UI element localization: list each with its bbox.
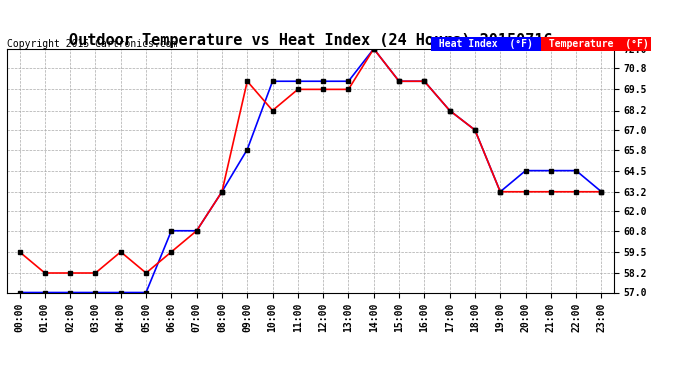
- Text: Heat Index  (°F): Heat Index (°F): [433, 39, 539, 49]
- Text: Copyright 2015 Cartronics.com: Copyright 2015 Cartronics.com: [7, 39, 177, 50]
- Text: Temperature  (°F): Temperature (°F): [543, 39, 649, 49]
- Title: Outdoor Temperature vs Heat Index (24 Hours) 20150716: Outdoor Temperature vs Heat Index (24 Ho…: [69, 33, 552, 48]
